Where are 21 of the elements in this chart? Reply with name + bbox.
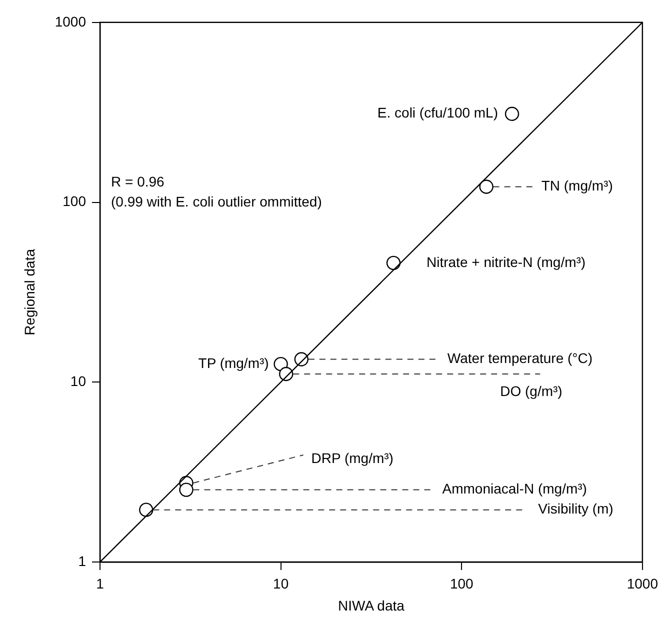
x-tick-label: 100	[450, 575, 474, 592]
x-tick-label: 10	[273, 575, 289, 592]
annotation: TP (mg/m³)	[198, 354, 269, 371]
y-tick-label: 1	[78, 552, 86, 569]
annotation: DO (g/m³)	[500, 382, 562, 399]
y-axis-title: Regional data	[21, 248, 38, 336]
y-tick-label: 100	[62, 193, 86, 210]
annotation: (0.99 with E. coli outlier ommitted)	[111, 193, 322, 210]
x-tick-label: 1000	[626, 575, 658, 592]
y-tick-label: 1000	[54, 13, 86, 30]
annotation: Water temperature (°C)	[447, 350, 593, 366]
y-tick-label: 10	[70, 372, 86, 389]
annotation: Visibility (m)	[538, 500, 614, 517]
annotation: Ammoniacal-N (mg/m³)	[442, 480, 587, 497]
annotation: E. coli (cfu/100 mL)	[377, 104, 498, 121]
annotation: TN (mg/m³)	[541, 178, 613, 194]
x-axis-title: NIWA data	[338, 597, 405, 614]
annotation: DRP (mg/m³)	[311, 450, 394, 466]
annotation: R = 0.96	[111, 173, 165, 190]
x-tick-label: 1	[96, 575, 104, 592]
annotation: Nitrate + nitrite-N (mg/m³)	[426, 254, 586, 270]
